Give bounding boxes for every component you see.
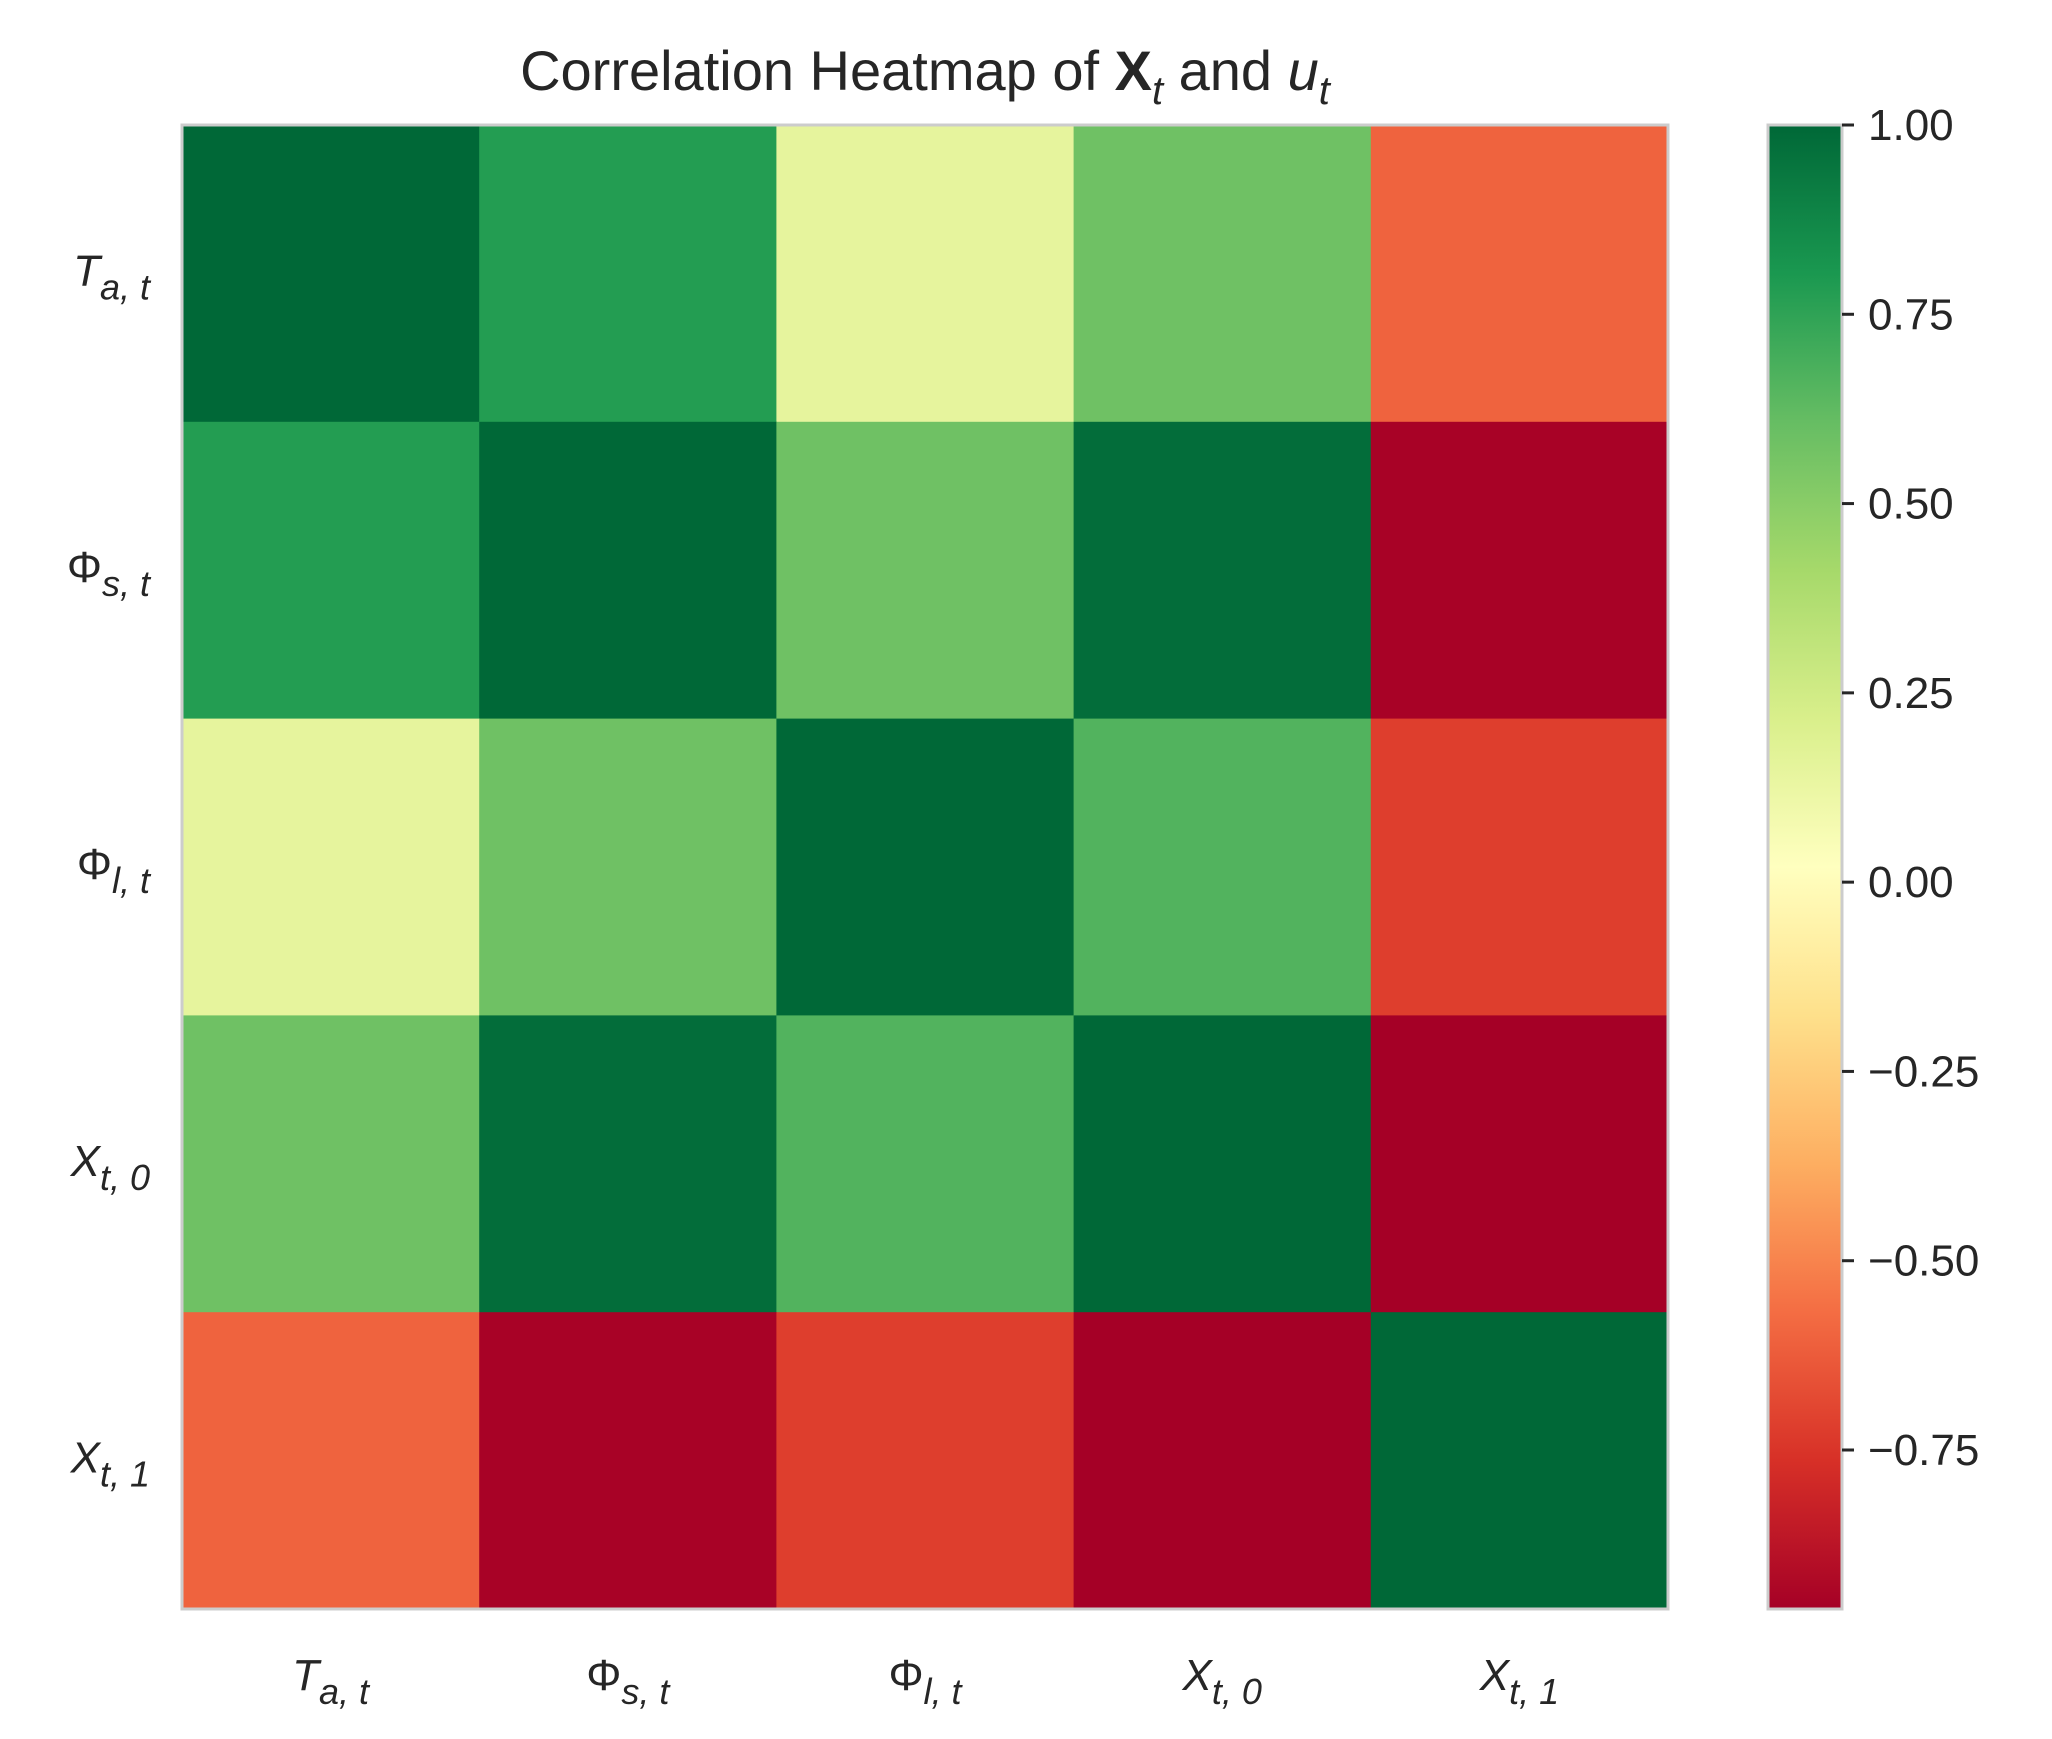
heatmap-cell bbox=[1370, 421, 1669, 720]
heatmap-cell bbox=[1073, 1015, 1372, 1313]
row-tick-label: Φs, t bbox=[67, 543, 152, 604]
heatmap-cell bbox=[1073, 421, 1372, 720]
heatmap-cell bbox=[776, 1312, 1075, 1610]
heatmap-cell bbox=[1370, 125, 1669, 423]
heatmap-cell bbox=[182, 1015, 480, 1313]
row-tick-label: Xt, 1 bbox=[70, 1434, 150, 1495]
colorbar-tick-label: −0.75 bbox=[1868, 1426, 1979, 1475]
heatmap-cell bbox=[479, 125, 777, 423]
col-tick-label: Φl, t bbox=[888, 1651, 963, 1712]
row-tick-label: Φl, t bbox=[77, 840, 152, 901]
title-subscript: t bbox=[1152, 69, 1165, 113]
colorbar-frame bbox=[1766, 123, 1844, 1611]
heatmap-cell bbox=[776, 125, 1075, 423]
col-tick-label: Xt, 1 bbox=[1479, 1651, 1559, 1712]
col-tick-label: Φs, t bbox=[586, 1651, 671, 1712]
row-labels: Ta, t Φs, t Φl, t Xt, 0 Xt, 1 bbox=[67, 246, 152, 1494]
heatmap-cell bbox=[776, 421, 1075, 720]
heatmap-cell bbox=[1370, 1312, 1669, 1610]
colorbar-tick-label: 0.75 bbox=[1868, 290, 1954, 339]
plot-frame bbox=[180, 123, 1670, 1611]
chart-title: Correlation Heatmap of Xt​ and ut​ bbox=[520, 39, 1332, 113]
col-tick-label: Xt, 0 bbox=[1182, 1651, 1262, 1712]
heatmap-cell bbox=[182, 718, 480, 1016]
heatmap-cell bbox=[776, 718, 1075, 1016]
row-tick-label: Xt, 0 bbox=[70, 1137, 150, 1198]
heatmap-cell bbox=[479, 1015, 777, 1313]
heatmap-cell bbox=[182, 421, 480, 720]
heatmap-cell bbox=[182, 125, 480, 423]
heatmap-cell bbox=[479, 718, 777, 1016]
row-tick-label: Ta, t bbox=[73, 246, 152, 307]
heatmap-cell bbox=[182, 1312, 480, 1610]
colorbar-tick-label: 0.00 bbox=[1868, 858, 1954, 907]
heatmap-cell bbox=[1370, 718, 1669, 1016]
colorbar-tick-label: 1.00 bbox=[1868, 101, 1954, 150]
heatmap-cell bbox=[776, 1015, 1075, 1313]
heatmap-cell bbox=[1073, 1312, 1372, 1610]
heatmap-cell bbox=[1073, 718, 1372, 1016]
title-part: X bbox=[1115, 39, 1152, 102]
col-labels: Ta, t Φs, t Φl, t Xt, 0 Xt, 1 bbox=[292, 1651, 1559, 1712]
title-part: Correlation Heatmap of bbox=[520, 39, 1115, 102]
title-part: and bbox=[1163, 39, 1288, 102]
heatmap-cell bbox=[1073, 125, 1372, 423]
heatmap-cell bbox=[1370, 1015, 1669, 1313]
heatmap-cell bbox=[479, 421, 777, 720]
heatmap-cell bbox=[479, 1312, 777, 1610]
title-subscript: t bbox=[1319, 69, 1332, 113]
heatmap-cells bbox=[182, 125, 1669, 1610]
title-part: u bbox=[1288, 39, 1319, 102]
colorbar-tick-label: −0.50 bbox=[1868, 1237, 1979, 1286]
colorbar-tick-label: 0.50 bbox=[1868, 480, 1954, 529]
colorbar-tick-label: −0.25 bbox=[1868, 1047, 1979, 1096]
colorbar: 1.00 0.75 0.50 0.25 0.00 −0.25 −0.50 −0.75 bbox=[1766, 101, 1979, 1611]
colorbar-tick-label: 0.25 bbox=[1868, 669, 1954, 718]
colorbar-gradient bbox=[1768, 125, 1842, 1609]
col-tick-label: Ta, t bbox=[292, 1651, 371, 1712]
